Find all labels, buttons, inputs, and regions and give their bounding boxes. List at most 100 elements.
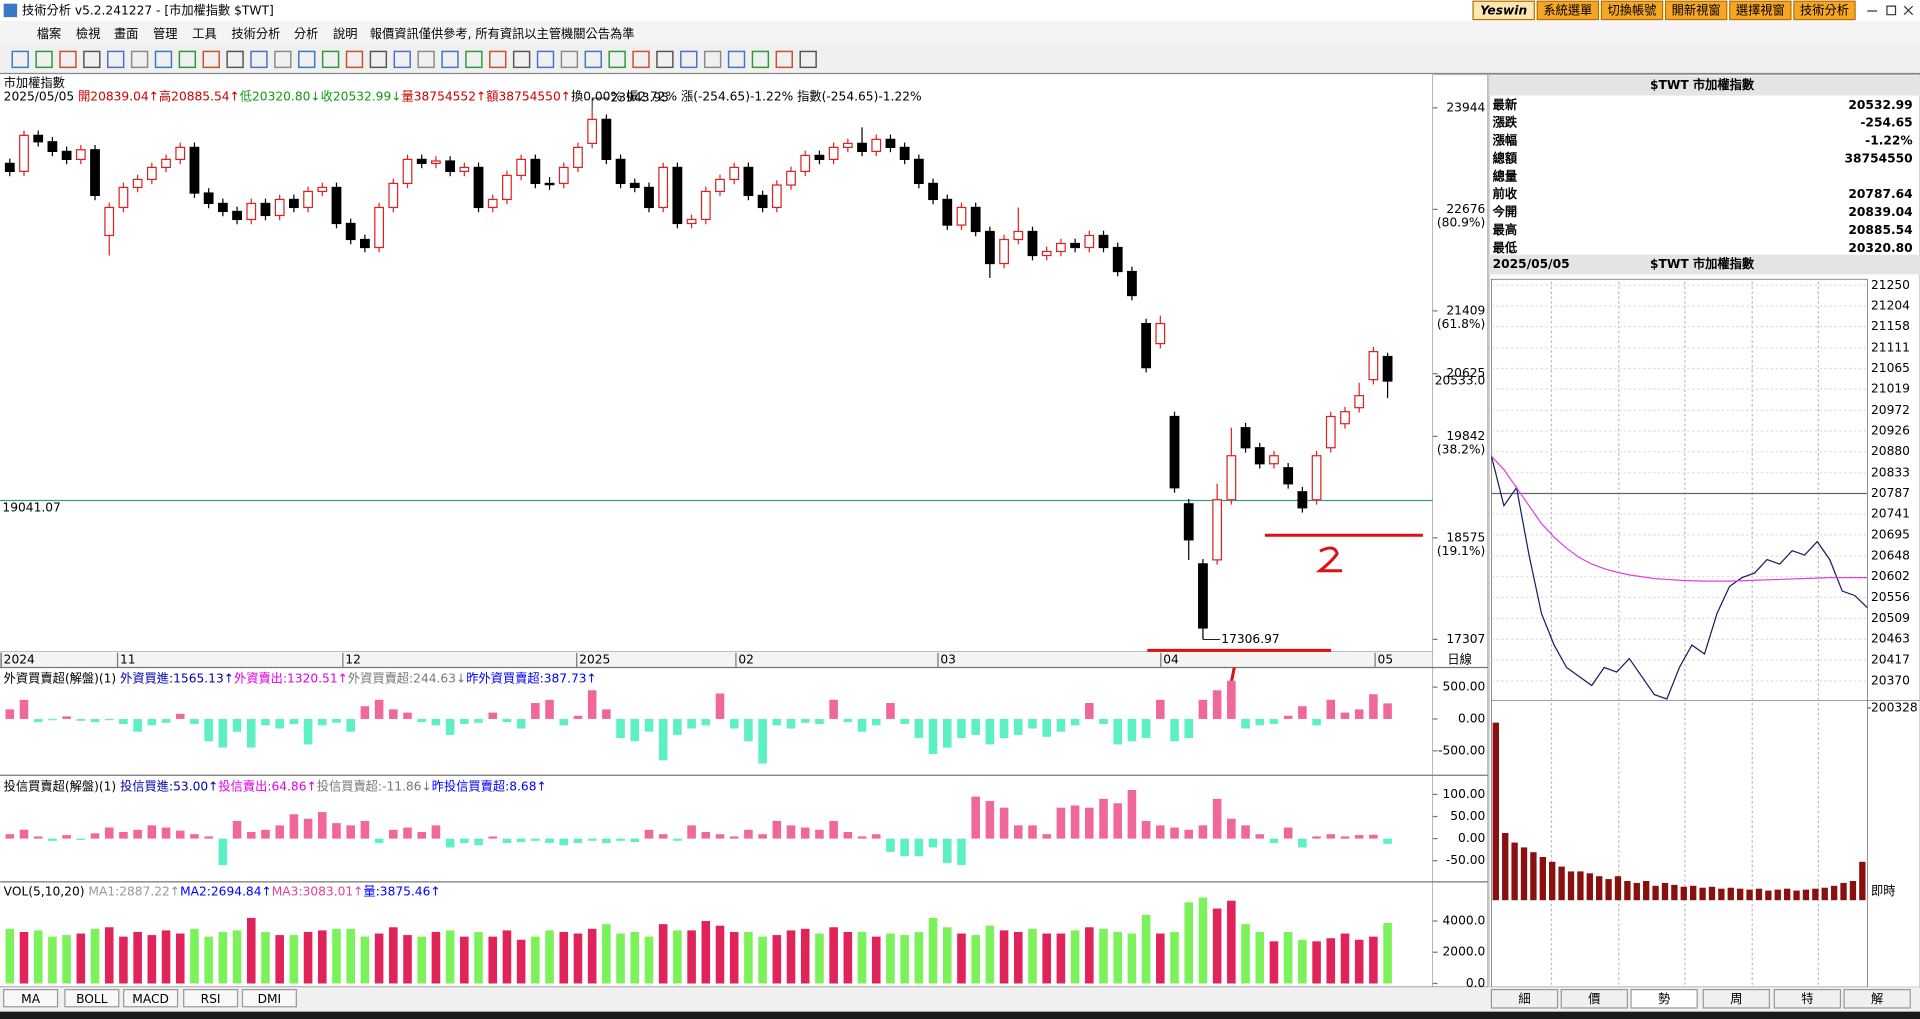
candle-body [303,190,313,209]
bar [445,930,455,984]
title-button-label[interactable]: 選擇視窗 [1736,3,1785,18]
bar [417,936,426,984]
y-tick-label: 20556 [1871,590,1910,604]
title-button-label[interactable]: 系統選單 [1543,4,1592,18]
toolbar-icon[interactable] [441,50,459,69]
candle-body [33,134,44,143]
toolbar-icon[interactable] [465,50,483,69]
menu-item[interactable]: 檔案 [37,27,61,41]
bar [133,829,142,839]
bar [942,718,952,748]
toolbar-icon[interactable] [298,50,316,69]
title-button[interactable] [1793,0,1856,21]
toolbar-icon[interactable] [656,50,674,69]
menu-item[interactable]: 檢視 [76,26,100,41]
tab[interactable] [1490,988,1559,1009]
title-button-label[interactable]: 切換帳號 [1608,3,1657,18]
bar [161,718,171,723]
tab-label[interactable]: RSI [201,992,221,1006]
toolbar-icon[interactable] [560,50,579,69]
toolbar-icon[interactable] [59,50,77,69]
toolbar-icon[interactable] [799,50,817,69]
toolbar-icon[interactable] [417,50,435,69]
tab[interactable] [3,988,59,1008]
title-button[interactable] [1600,0,1664,21]
toolbar-icon[interactable] [751,50,770,69]
toolbar-icon[interactable] [369,50,388,69]
menu-item[interactable]: 說明 [333,27,357,41]
tab[interactable] [183,988,239,1008]
bar [857,931,867,984]
bar [630,931,640,984]
toolbar-icon[interactable] [608,50,626,69]
tab-label[interactable]: MACD [132,992,169,1006]
tab[interactable] [1773,988,1842,1009]
tab[interactable] [1630,988,1698,1009]
title-button[interactable] [1729,0,1792,21]
toolbar-icon[interactable] [632,50,650,69]
tab-label[interactable]: DMI [258,992,282,1006]
tab[interactable] [241,988,297,1008]
tab-label[interactable]: BOLL [76,992,108,1006]
candle-body [402,158,413,185]
toolbar-icon[interactable] [154,50,173,69]
tab[interactable] [64,988,120,1008]
bar [843,931,853,984]
toolbar-icon[interactable] [226,50,244,69]
toolbar-icon[interactable] [130,50,149,69]
toolbar-icon[interactable] [489,50,507,69]
toolbar-icon[interactable] [345,50,364,69]
toolbar-icon[interactable] [202,50,220,69]
title-button-label[interactable]: Yeswin [1480,4,1527,18]
tab-label[interactable]: 特 [1801,991,1813,1006]
toolbar-icon[interactable] [321,50,340,69]
title-button[interactable] [1664,0,1728,21]
toolbar-icon[interactable] [775,50,793,69]
title-button[interactable] [1536,0,1600,21]
tab-label[interactable]: 價 [1588,992,1600,1006]
menu-item[interactable]: 工具 [192,27,216,41]
menu-item[interactable]: 管理 [153,26,177,41]
toolbar-icon[interactable] [727,50,746,69]
menu-item[interactable]: 分析 [294,27,318,41]
toolbar-icon[interactable] [393,50,411,69]
toolbar-icon[interactable] [35,50,53,69]
bar [502,718,512,723]
window-controls[interactable] [1867,5,1914,16]
toolbar-icon[interactable] [703,50,722,69]
toolbar-icon[interactable] [178,50,197,69]
tab[interactable] [1560,988,1628,1009]
toolbar-icon[interactable] [250,50,268,69]
tab[interactable] [1843,988,1911,1009]
tab-label[interactable]: MA [21,992,41,1006]
toolbar-icon[interactable] [274,50,292,69]
toolbar-icon[interactable] [680,50,698,69]
tab[interactable] [123,988,179,1008]
title-button-label[interactable]: 開新視窗 [1672,3,1721,18]
x-tick-label: 2024 [4,653,35,667]
title-button[interactable] [1472,0,1535,21]
title-button-label[interactable]: 技術分析 [1800,4,1849,18]
toolbar-icon[interactable] [107,50,125,69]
bar [644,718,654,732]
bar [559,931,569,984]
tab[interactable] [1702,988,1770,1009]
tab-label[interactable]: 解 [1871,992,1883,1006]
bar [1014,825,1023,839]
menu-item[interactable]: 技術分析 [231,27,280,41]
bar [1070,718,1080,726]
y-tick-label: 200328 [1871,700,1918,714]
tab-label[interactable]: 勢 [1658,991,1670,1006]
toolbar-icon[interactable] [83,50,101,69]
candle-body [970,206,981,233]
toolbar-icon[interactable] [512,50,531,69]
tab-label[interactable]: 周 [1730,992,1742,1006]
bar [971,935,980,984]
candle-body [1254,447,1265,465]
bar [1340,933,1350,984]
toolbar-icon[interactable] [536,50,555,69]
tab-label[interactable]: 細 [1518,992,1530,1006]
menu-item[interactable]: 畫面 [114,26,138,41]
toolbar-icon[interactable] [11,50,29,69]
toolbar-icon[interactable] [584,50,602,69]
